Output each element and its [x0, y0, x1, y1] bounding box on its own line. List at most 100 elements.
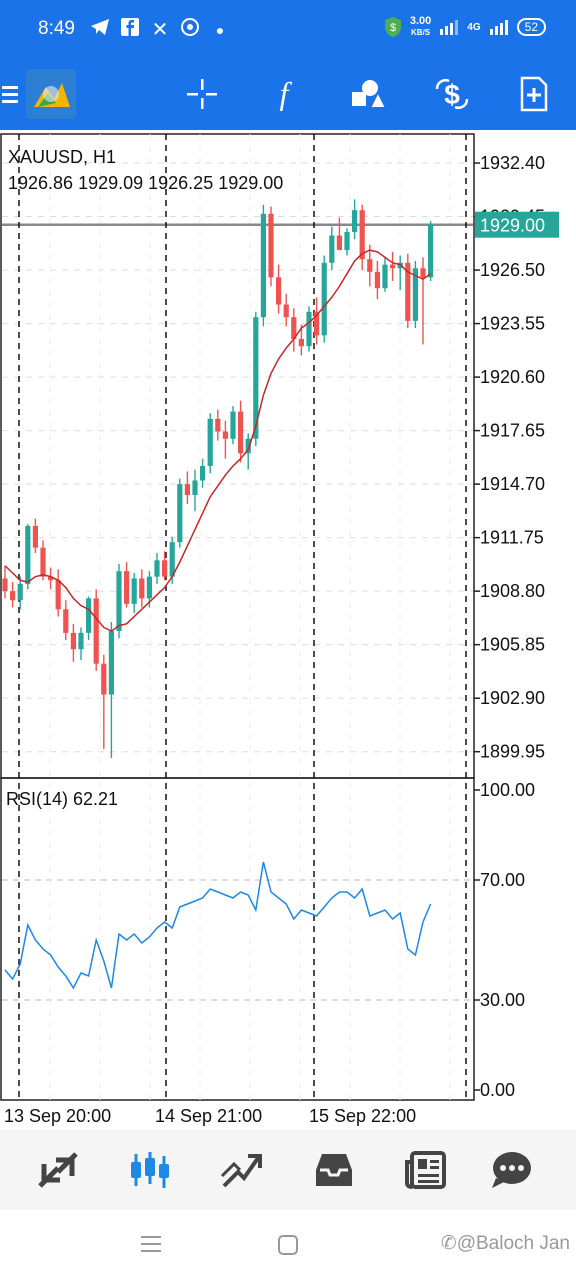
chart-area[interactable]: 1932.401929.451926.501923.551920.601917.…: [0, 130, 576, 1130]
candle-body: [374, 271, 380, 289]
recent-apps-button[interactable]: [140, 1234, 162, 1259]
price-chart[interactable]: 1932.401929.451926.501923.551920.601917.…: [0, 130, 576, 1130]
candle: [25, 524, 31, 590]
rsi-tick-label: 70.00: [480, 870, 525, 890]
nav-messages[interactable]: [472, 1130, 552, 1210]
trade-nav-icon: [220, 1154, 262, 1188]
candle: [260, 204, 266, 327]
candle-body: [291, 317, 297, 339]
candle: [245, 433, 251, 470]
status-time: 8:49: [38, 18, 75, 39]
notification-icons: ✕ ●: [90, 17, 230, 42]
candle: [17, 576, 23, 610]
candle-body: [108, 631, 114, 695]
price-tick-label: 1902.90: [480, 688, 545, 708]
dollar-shield-icon: $: [384, 17, 401, 37]
nav-quotes[interactable]: [18, 1130, 98, 1210]
candle-body: [215, 418, 221, 432]
rsi-chart-frame: [0, 777, 475, 1101]
time-label-2: 14 Sep 21:00: [155, 1106, 262, 1126]
candle: [108, 621, 114, 759]
candle-body: [344, 231, 350, 251]
candle-body: [192, 480, 198, 496]
candle: [405, 253, 411, 329]
candle-body: [253, 317, 259, 439]
ohlc-label: 1926.86 1929.09 1926.25 1929.00: [8, 173, 283, 193]
objects-icon: [352, 80, 386, 109]
price-tick-label: 1926.50: [480, 260, 545, 280]
candle-body: [314, 311, 320, 336]
candle: [55, 569, 61, 617]
watermark: ✆@Baloch Jan: [440, 1233, 570, 1254]
candle-body: [86, 598, 92, 633]
candles: [2, 199, 434, 759]
current-price-badge: [475, 211, 559, 238]
candle-body: [352, 210, 358, 232]
candle-body: [207, 418, 213, 466]
candle: [93, 589, 99, 671]
network-speed: 3.00 KB/S: [409, 15, 432, 38]
price-tick-label: 1932.40: [480, 153, 545, 173]
candle-body: [55, 580, 61, 610]
candle: [10, 582, 16, 608]
objects-button[interactable]: [346, 58, 390, 130]
candle: [268, 206, 274, 287]
candle-body: [48, 576, 54, 581]
candle: [78, 627, 84, 661]
system-navigation: ✆@Baloch Jan: [0, 1210, 576, 1280]
candle-body: [222, 431, 228, 439]
candle: [329, 226, 335, 271]
crosshair-button[interactable]: [180, 58, 224, 130]
candle: [40, 540, 46, 581]
network-type: 4G: [467, 21, 481, 33]
candle-body: [238, 411, 244, 454]
candle: [298, 324, 304, 356]
candle: [283, 293, 289, 327]
menu-button[interactable]: [0, 58, 20, 130]
nav-chart[interactable]: [110, 1130, 190, 1210]
price-tick-label: 1899.95: [480, 742, 545, 762]
grid: [2, 134, 473, 1100]
ma-line: [4, 249, 432, 632]
indicators-button[interactable]: f: [262, 58, 306, 130]
candle-body: [276, 277, 282, 305]
price-tick-label: 1920.60: [480, 367, 545, 387]
candle-body: [329, 235, 335, 263]
nav-trade[interactable]: [202, 1130, 282, 1210]
new-order-button[interactable]: [512, 58, 556, 130]
candle-body: [268, 213, 274, 278]
candle: [352, 199, 358, 240]
candle: [412, 260, 418, 329]
new-order-icon: [520, 76, 548, 112]
price-tick-label: 1908.80: [480, 581, 545, 601]
trade-button[interactable]: $: [430, 58, 474, 130]
candle: [184, 471, 190, 505]
time-label-1: 13 Sep 20:00: [4, 1106, 111, 1126]
candle: [367, 244, 373, 287]
nav-history[interactable]: [294, 1130, 374, 1210]
candle: [192, 469, 198, 512]
candle-body: [428, 224, 434, 278]
telegram-icon: [90, 18, 110, 41]
price-tick-label: 1905.85: [480, 635, 545, 655]
nav-news[interactable]: [386, 1130, 466, 1210]
status-right: $ 3.00 KB/S 4G 52: [384, 16, 546, 38]
status-bar: 8:49 ✕ ● $ 3.00 KB/S 4G 52: [0, 0, 576, 58]
dot-icon: ●: [215, 21, 225, 38]
hamburger-icon: [2, 86, 18, 103]
candle: [48, 567, 54, 590]
candle-body: [390, 264, 396, 269]
candle-body: [25, 525, 31, 584]
candle: [200, 458, 206, 488]
candle-body: [131, 578, 137, 604]
candle: [420, 257, 426, 345]
home-button[interactable]: [277, 1234, 299, 1261]
rsi-tick-label: 30.00: [480, 990, 525, 1010]
candle-body: [359, 210, 365, 260]
trade-icon: $: [435, 79, 469, 110]
app-logo-button[interactable]: [24, 58, 78, 130]
candle: [336, 217, 342, 251]
time-label-3: 15 Sep 22:00: [309, 1106, 416, 1126]
symbol-label: XAUUSD, H1: [8, 147, 116, 167]
price-tick-label: 1917.65: [480, 421, 545, 441]
